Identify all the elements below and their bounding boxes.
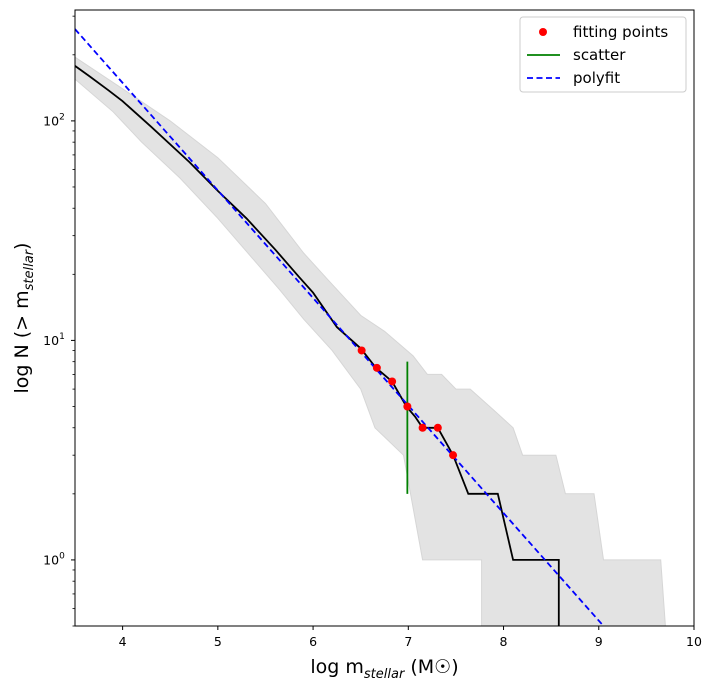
legend-marker-fitting-points <box>539 28 547 36</box>
ticks-layer: 4 5 6 7 8 9 10 100 101 102 <box>43 15 702 649</box>
legend: fitting points scatter polyfit <box>519 16 687 93</box>
fitting-point <box>388 377 397 386</box>
x-tick-label: 4 <box>119 634 127 649</box>
x-tick-label: 6 <box>309 634 317 649</box>
legend-label: scatter <box>573 46 626 64</box>
y-tick-label: 101 <box>43 332 65 348</box>
fitting-point <box>449 451 458 460</box>
y-axis-label: log N (> mstellar) <box>11 243 37 394</box>
fitting-point <box>357 346 366 355</box>
fitting-point <box>433 423 442 432</box>
legend-label: polyfit <box>573 69 620 87</box>
x-tick-label: 10 <box>686 634 702 649</box>
points-layer <box>357 346 458 460</box>
y-tick-label: 100 <box>43 551 65 567</box>
legend-label: fitting points <box>573 23 668 41</box>
legend-box <box>519 16 687 93</box>
y-tick-label: 102 <box>43 112 65 128</box>
x-tick-label: 7 <box>404 634 412 649</box>
fitting-point <box>372 363 381 372</box>
fitting-point <box>418 423 427 432</box>
x-tick-label: 5 <box>214 634 222 649</box>
x-tick-label: 8 <box>500 634 508 649</box>
x-tick-label: 9 <box>595 634 603 649</box>
plot-frame <box>74 9 695 627</box>
fitting-point <box>403 402 412 411</box>
confidence-band-layer <box>75 56 666 626</box>
confidence-band <box>75 56 666 626</box>
x-axis-label: log mstellar (M☉) <box>310 656 458 682</box>
